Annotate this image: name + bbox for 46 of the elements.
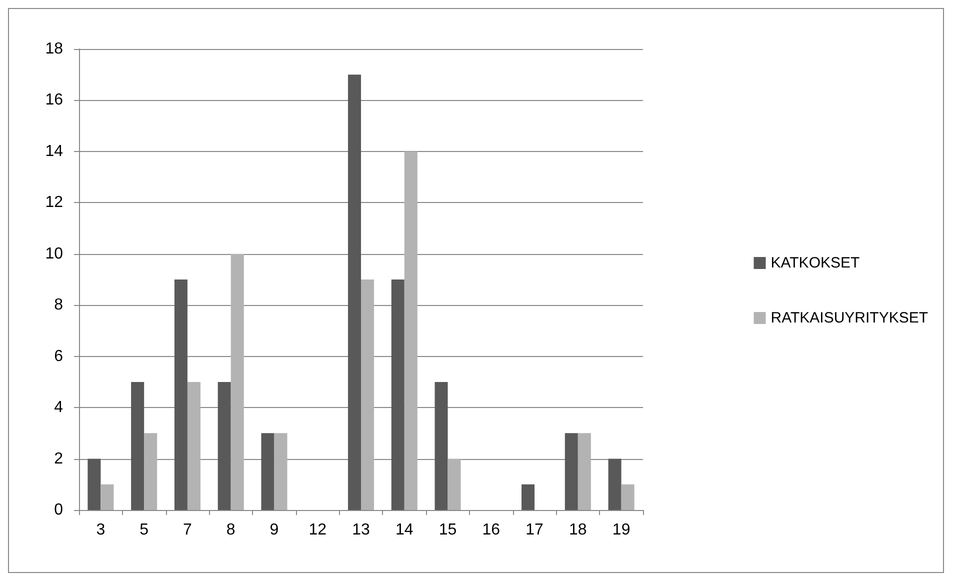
bar: [621, 484, 634, 510]
bar: [578, 433, 591, 510]
y-tick-label: 4: [54, 399, 64, 416]
bar: [100, 484, 114, 510]
x-tick-label: 5: [140, 522, 149, 538]
x-tick-label: 19: [612, 522, 630, 538]
x-tick-label: 15: [438, 522, 457, 538]
y-tick-label: 12: [45, 194, 64, 212]
bar: [230, 254, 244, 510]
bar: [261, 433, 274, 510]
y-tick-label: 6: [54, 348, 64, 365]
bar: [608, 458, 622, 510]
x-tick-label: 17: [526, 522, 544, 538]
y-tick-label: 8: [54, 296, 64, 314]
bar: [391, 280, 404, 510]
y-tick-label: 14: [45, 142, 64, 160]
x-tick-label: 8: [226, 522, 236, 538]
bar: [144, 433, 158, 510]
bar: [131, 382, 144, 510]
x-tick-label: 14: [395, 522, 414, 538]
bar: [434, 382, 448, 510]
bar: [348, 74, 361, 510]
y-tick-label: 10: [45, 245, 64, 262]
bar: [522, 484, 535, 510]
bar: [361, 280, 374, 510]
y-tick-label: 16: [45, 92, 64, 109]
bar: [187, 382, 200, 510]
x-tick-label: 7: [183, 522, 192, 538]
x-tick-label: 18: [569, 522, 587, 538]
bar: [274, 433, 288, 510]
x-tick-label: 16: [482, 522, 500, 538]
x-tick-label: 13: [352, 522, 370, 538]
bar: [218, 382, 231, 510]
bar: [448, 458, 461, 510]
bar: [88, 458, 101, 510]
bar: [404, 151, 418, 510]
legend-label: RATKAISUYRITYKSET: [770, 310, 928, 326]
bar: [564, 433, 578, 510]
bar: [174, 280, 188, 510]
y-tick-label: 2: [54, 450, 64, 468]
y-tick-label: 0: [54, 502, 64, 518]
x-tick-label: 9: [270, 522, 279, 538]
x-tick-label: 3: [96, 522, 106, 538]
legend-label: KATKOKSET: [770, 254, 860, 272]
x-tick-label: 12: [308, 522, 327, 538]
y-tick-label: 18: [45, 40, 64, 58]
